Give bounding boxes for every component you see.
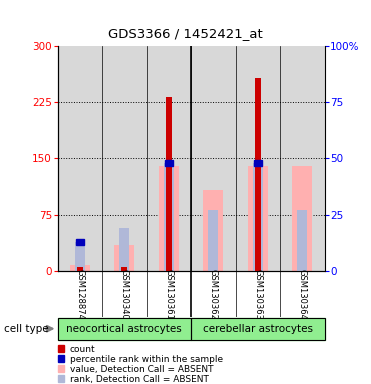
Bar [119,228,129,271]
Bar [165,160,173,166]
Text: cell type: cell type [4,324,48,334]
Bar [255,78,261,271]
Text: value, Detection Call = ABSENT: value, Detection Call = ABSENT [70,365,213,374]
Text: count: count [70,345,95,354]
Text: percentile rank within the sample: percentile rank within the sample [70,355,223,364]
Bar [77,267,83,271]
Bar [114,245,134,271]
Bar [191,318,325,340]
Bar [203,190,223,271]
Text: GSM130362: GSM130362 [209,269,218,319]
Bar [58,318,191,340]
Bar [70,265,90,271]
Bar [164,163,174,271]
Bar [292,166,312,271]
Text: GSM130363: GSM130363 [253,269,262,319]
Bar [298,210,307,271]
Text: neocortical astrocytes: neocortical astrocytes [66,324,182,334]
Text: GSM130361: GSM130361 [164,269,173,319]
Bar [209,210,218,271]
Text: GSM128874: GSM128874 [75,269,84,319]
Bar [253,163,263,271]
Text: rank, Detection Call = ABSENT: rank, Detection Call = ABSENT [70,375,209,384]
Bar [254,160,262,166]
Text: GSM130364: GSM130364 [298,269,307,319]
Bar [121,267,127,271]
Text: cerebellar astrocytes: cerebellar astrocytes [203,324,313,334]
Bar [58,318,191,340]
Bar [76,238,84,245]
Text: GDS3366 / 1452421_at: GDS3366 / 1452421_at [108,27,263,40]
Bar [75,242,85,271]
Bar [191,318,325,340]
Bar [159,166,179,271]
Text: GSM130340: GSM130340 [120,269,129,319]
Bar [248,166,268,271]
Bar [166,97,172,271]
